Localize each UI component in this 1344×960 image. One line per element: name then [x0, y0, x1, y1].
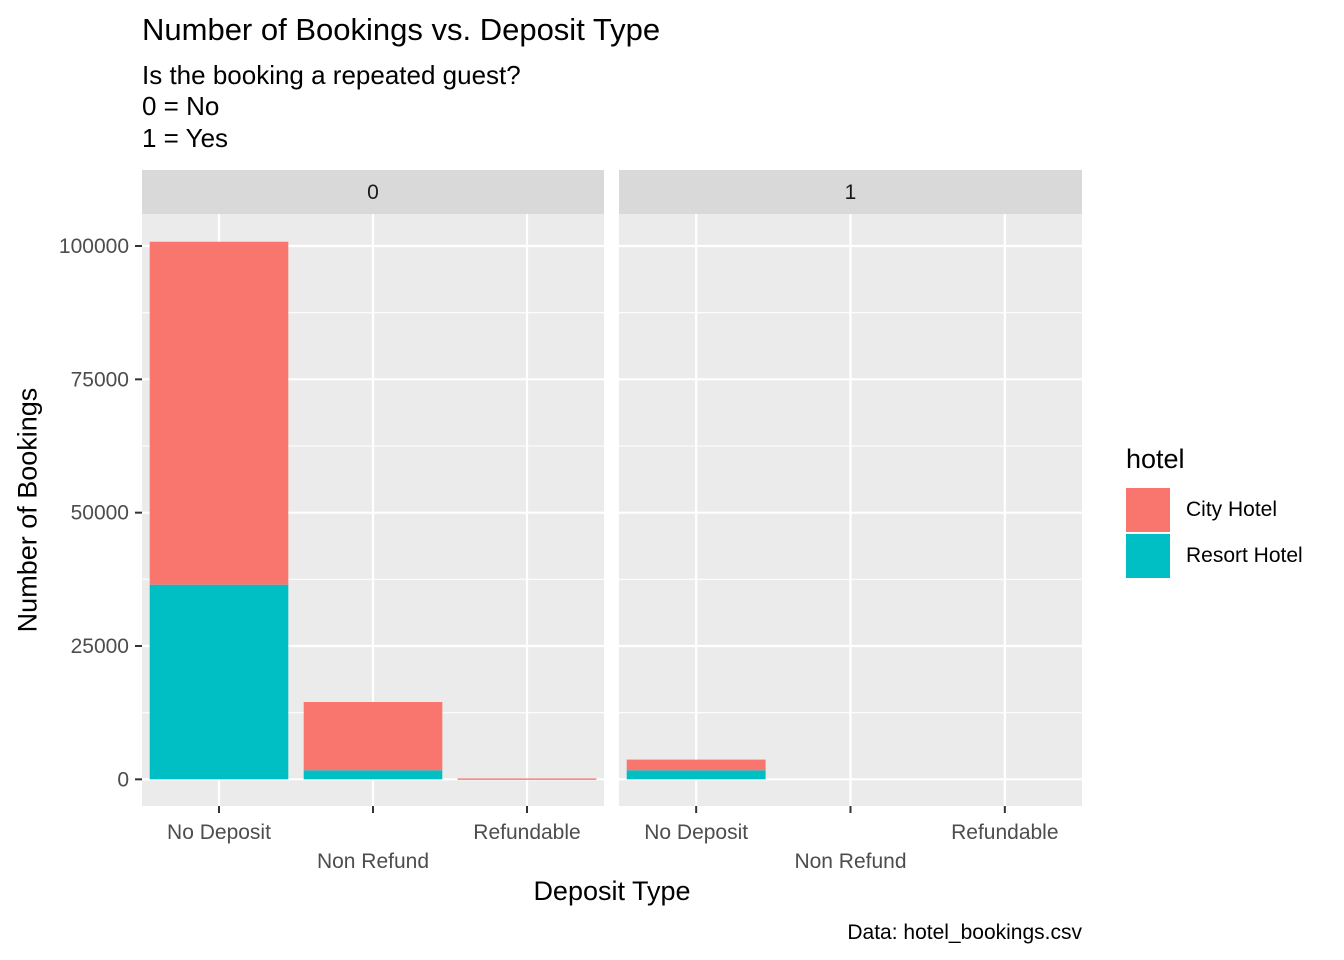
y-tick-label: 100000 — [59, 235, 129, 258]
bar-panel0-no-deposit-city-hotel — [149, 241, 289, 585]
y-tick-label: 0 — [117, 768, 129, 791]
bar-panel0-refundable-city-hotel — [457, 778, 597, 780]
x-tick-label: Non Refund — [317, 850, 429, 873]
y-axis-title: Number of Bookings — [12, 387, 43, 633]
x-tick-label: No Deposit — [167, 821, 271, 844]
legend-label-resort-hotel: Resort Hotel — [1186, 544, 1303, 567]
facet-strip-label: 1 — [845, 181, 857, 204]
legend-key-resort-hotel — [1126, 534, 1170, 578]
y-tick-label: 50000 — [71, 502, 129, 525]
y-tick-label: 75000 — [71, 368, 129, 391]
chart-title: Number of Bookings vs. Deposit Type — [142, 12, 661, 47]
bar-panel0-non-refund-city-hotel — [303, 702, 443, 771]
bar-panel0-no-deposit-resort-hotel — [149, 584, 289, 780]
legend-label-city-hotel: City Hotel — [1186, 498, 1278, 521]
y-tick-label: 25000 — [71, 635, 129, 658]
facet-strip-1 — [619, 170, 1082, 214]
x-tick-label: Non Refund — [794, 850, 906, 873]
chart-subtitle-line-2: 0 = No — [142, 91, 220, 121]
x-tick-label: Refundable — [951, 821, 1058, 844]
x-tick-label: Refundable — [473, 821, 580, 844]
legend-key-city-hotel — [1126, 488, 1170, 532]
facet-strip-label: 0 — [367, 181, 379, 204]
chart-subtitle-line-3: 1 = Yes — [142, 123, 229, 153]
bar-panel1-no-deposit-resort-hotel — [626, 770, 766, 780]
bar-panel0-non-refund-resort-hotel — [303, 770, 443, 780]
bar-panel1-no-deposit-city-hotel — [626, 759, 766, 771]
facet-strip-0 — [142, 170, 604, 214]
legend-title: hotel — [1126, 444, 1185, 474]
chart-subtitle-line-1: Is the booking a repeated guest? — [142, 60, 521, 90]
x-tick-label: No Deposit — [644, 821, 748, 844]
x-axis-title: Deposit Type — [533, 876, 691, 906]
chart-caption: Data: hotel_bookings.csv — [847, 921, 1082, 944]
